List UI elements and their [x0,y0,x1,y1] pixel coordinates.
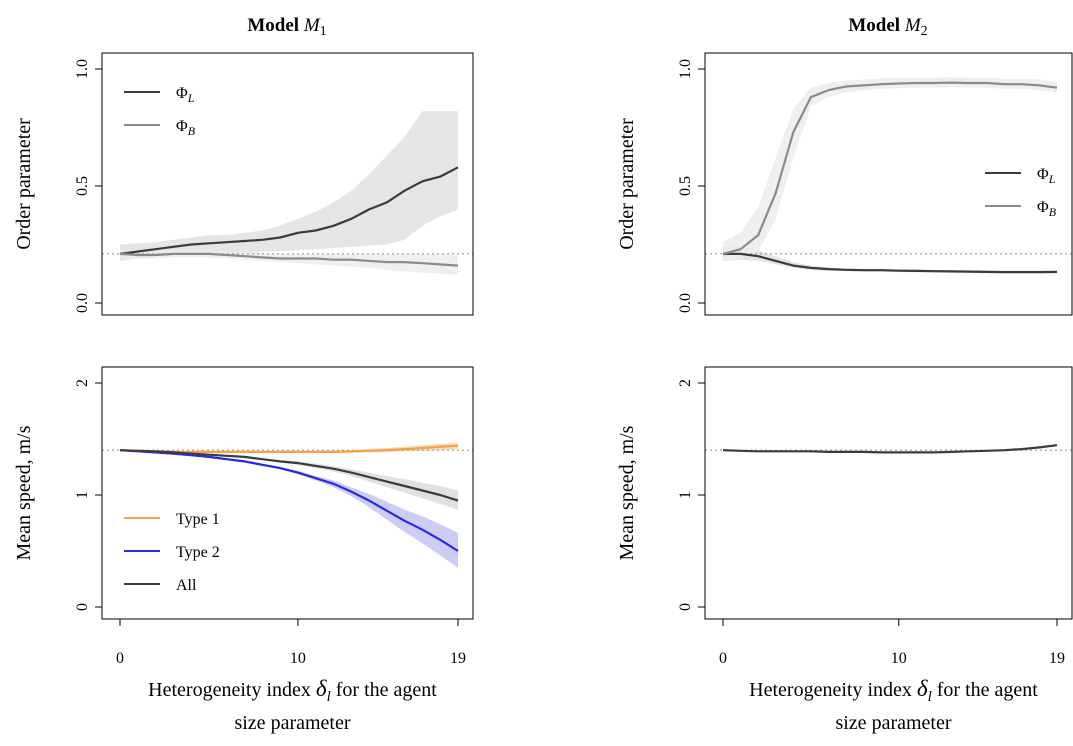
legend-label: ΦL [1037,166,1056,186]
plot-frame [704,366,1073,620]
confidence-band-1 [120,449,458,568]
confidence-band-1 [723,77,1057,261]
panel-M2-speed: 0 1 2 0 10 19 Mean speed, m/s Heterogeneity ind… [616,366,1073,734]
confidence-band-2 [120,449,458,510]
panel-M1-speed: 0 1 2 0 10 19 Mean speed, m/s Heterogeneity ind… [13,366,474,734]
panel-title: Model M2 [848,15,927,39]
plot-frame [101,52,474,316]
x-tick-label: 19 [1049,650,1065,667]
y-axis-label: Order parameter [13,118,35,250]
y-tick-label: 2 [677,379,694,387]
y-tick-label: 1.0 [677,59,694,79]
y-tick-label: 0 [677,603,694,611]
series-line-0 [723,252,1058,274]
series-line-0 [722,444,1058,454]
legend-label: ΦB [176,118,196,138]
x-tick-label: 0 [719,650,727,667]
x-axis-label-line2: size parameter [835,712,951,734]
y-tick-label: 0.5 [677,176,694,196]
x-tick-label: 19 [450,650,466,667]
y-tick-label: 2 [74,379,91,387]
series-line-0 [119,166,459,255]
plot-frame [704,52,1073,316]
x-axis-label-line2: size parameter [234,712,350,734]
legend-label: ΦB [1037,199,1057,219]
x-axis-label: Heterogeneity index δl for the agent [749,676,1038,705]
y-axis-label: Order parameter [616,118,638,250]
y-axis-label: Mean speed, m/s [616,425,638,560]
y-tick-label: 1.0 [74,59,91,79]
y-tick-label: 0.0 [677,293,694,313]
legend-label: ΦL [176,85,195,105]
y-tick-label: 0.0 [74,293,91,313]
legend-label: All [176,577,197,594]
x-axis-label: Heterogeneity index δl for the agent [148,676,437,705]
panel-M2-order: 0.0 0.5 1.0 Order parameter Model M2 ΦL ΦB [616,15,1073,316]
y-axis-label: Mean speed, m/s [13,425,35,560]
y-tick-label: 1 [74,491,91,499]
legend-label: Type 1 [176,511,220,528]
x-tick-label: 10 [891,650,907,667]
series-line-1 [119,252,459,267]
panel-M1-order: 0.0 0.5 1.0 Order parameter Model M1 ΦL ΦB [13,15,474,316]
y-tick-label: 0 [74,603,91,611]
plot-frame [101,366,474,620]
x-tick-label: 10 [290,650,306,667]
legend-label: Type 2 [176,544,220,561]
series-line-2 [119,449,459,502]
confidence-band-0 [120,111,458,261]
y-tick-label: 1 [677,491,694,499]
series-line-1 [119,449,459,552]
y-tick-label: 0.5 [74,176,91,196]
panel-title: Model M1 [247,15,326,39]
confidence-band-1 [120,249,458,275]
x-tick-label: 0 [116,650,124,667]
series-line-1 [722,81,1058,255]
